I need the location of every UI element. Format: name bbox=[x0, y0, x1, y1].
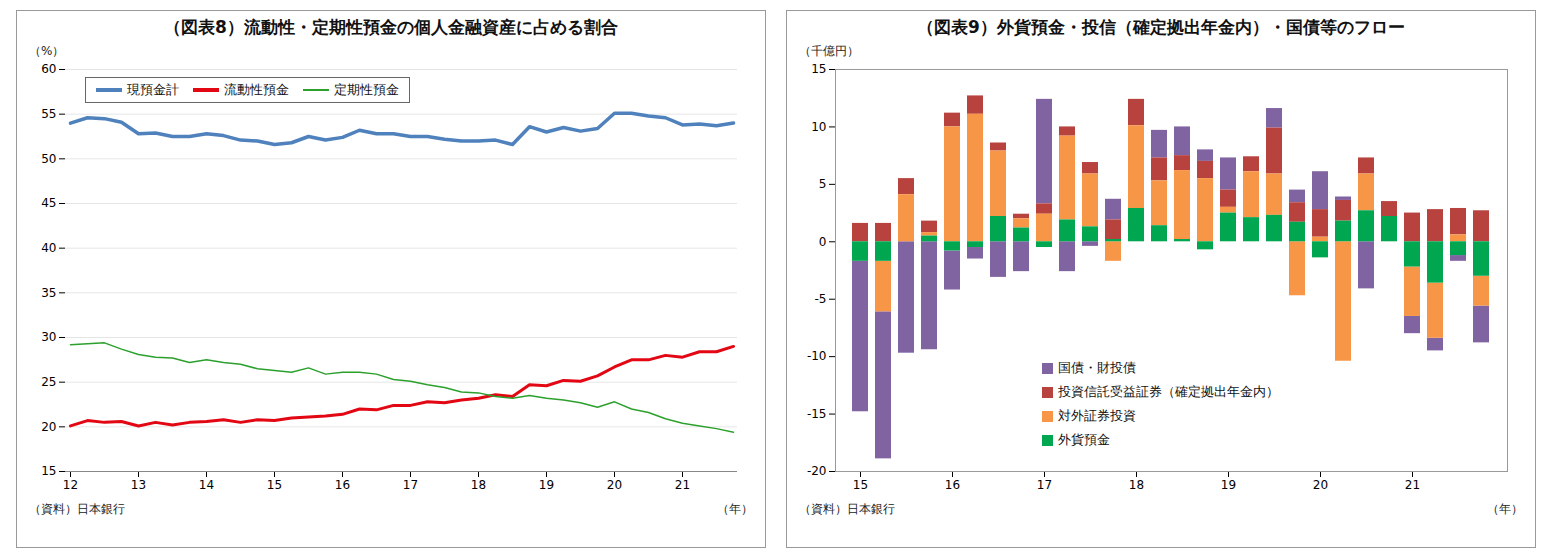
html-text:定期性預金: 定期性預金 bbox=[334, 82, 399, 97]
svg-text:10: 10 bbox=[811, 120, 826, 134]
svg-text:0: 0 bbox=[819, 235, 827, 249]
svg-text:20: 20 bbox=[607, 478, 622, 492]
svg-text:15: 15 bbox=[811, 62, 826, 76]
svg-text:5: 5 bbox=[819, 177, 827, 191]
svg-text:19: 19 bbox=[1221, 478, 1236, 492]
html-text:（図表8）流動性・定期性預金の個人金融資産に占める割合: （図表8）流動性・定期性預金の個人金融資産に占める割合 bbox=[164, 17, 618, 37]
svg-text:21: 21 bbox=[1405, 478, 1420, 492]
html-text:投資信託受益証券（確定拠出年金内）: 投資信託受益証券（確定拠出年金内） bbox=[1058, 384, 1279, 399]
svg-text:50: 50 bbox=[41, 152, 56, 166]
svg-text:55: 55 bbox=[41, 107, 56, 121]
svg-text:16: 16 bbox=[335, 478, 350, 492]
html-text:流動性預金: 流動性預金 bbox=[224, 82, 289, 97]
svg-text:19: 19 bbox=[539, 478, 554, 492]
svg-text:20: 20 bbox=[1313, 478, 1328, 492]
svg-text:21: 21 bbox=[675, 478, 690, 492]
svg-text:18: 18 bbox=[471, 478, 486, 492]
svg-text:60: 60 bbox=[41, 62, 56, 76]
html-text:（資料）日本銀行: （資料）日本銀行 bbox=[29, 502, 125, 516]
svg-text:17: 17 bbox=[403, 478, 418, 492]
html-text:（年）: （年） bbox=[717, 502, 753, 516]
svg-text:40: 40 bbox=[41, 241, 56, 255]
html-text:（資料）日本銀行: （資料）日本銀行 bbox=[799, 502, 895, 516]
svg-text:18: 18 bbox=[1129, 478, 1144, 492]
html-text:外貨預金: 外貨預金 bbox=[1058, 432, 1110, 447]
svg-text:16: 16 bbox=[945, 478, 960, 492]
svg-text:-5: -5 bbox=[815, 292, 827, 306]
html-text:現預金計: 現預金計 bbox=[127, 82, 179, 97]
svg-text:17: 17 bbox=[1037, 478, 1052, 492]
html-text:（年）: （年） bbox=[1487, 502, 1523, 516]
svg-text:15: 15 bbox=[267, 478, 282, 492]
svg-text:15: 15 bbox=[853, 478, 868, 492]
svg-text:13: 13 bbox=[131, 478, 146, 492]
html-text:（千億円）: （千億円） bbox=[799, 44, 859, 58]
svg-text:30: 30 bbox=[41, 330, 56, 344]
svg-text:-20: -20 bbox=[807, 464, 827, 478]
svg-text:15: 15 bbox=[41, 464, 56, 478]
html-text:国債・財投債: 国債・財投債 bbox=[1058, 360, 1136, 375]
html-text:（図表9）外貨預金・投信（確定拠出年金内）・国債等のフロー: （図表9）外貨預金・投信（確定拠出年金内）・国債等のフロー bbox=[917, 17, 1405, 37]
svg-text:14: 14 bbox=[199, 478, 214, 492]
svg-text:45: 45 bbox=[41, 196, 56, 210]
svg-text:20: 20 bbox=[41, 420, 56, 434]
svg-text:35: 35 bbox=[41, 286, 56, 300]
svg-text:12: 12 bbox=[63, 478, 78, 492]
svg-text:-15: -15 bbox=[807, 407, 827, 421]
svg-text:25: 25 bbox=[41, 375, 56, 389]
svg-text:-10: -10 bbox=[807, 349, 827, 363]
html-text:対外証券投資: 対外証券投資 bbox=[1058, 408, 1136, 423]
